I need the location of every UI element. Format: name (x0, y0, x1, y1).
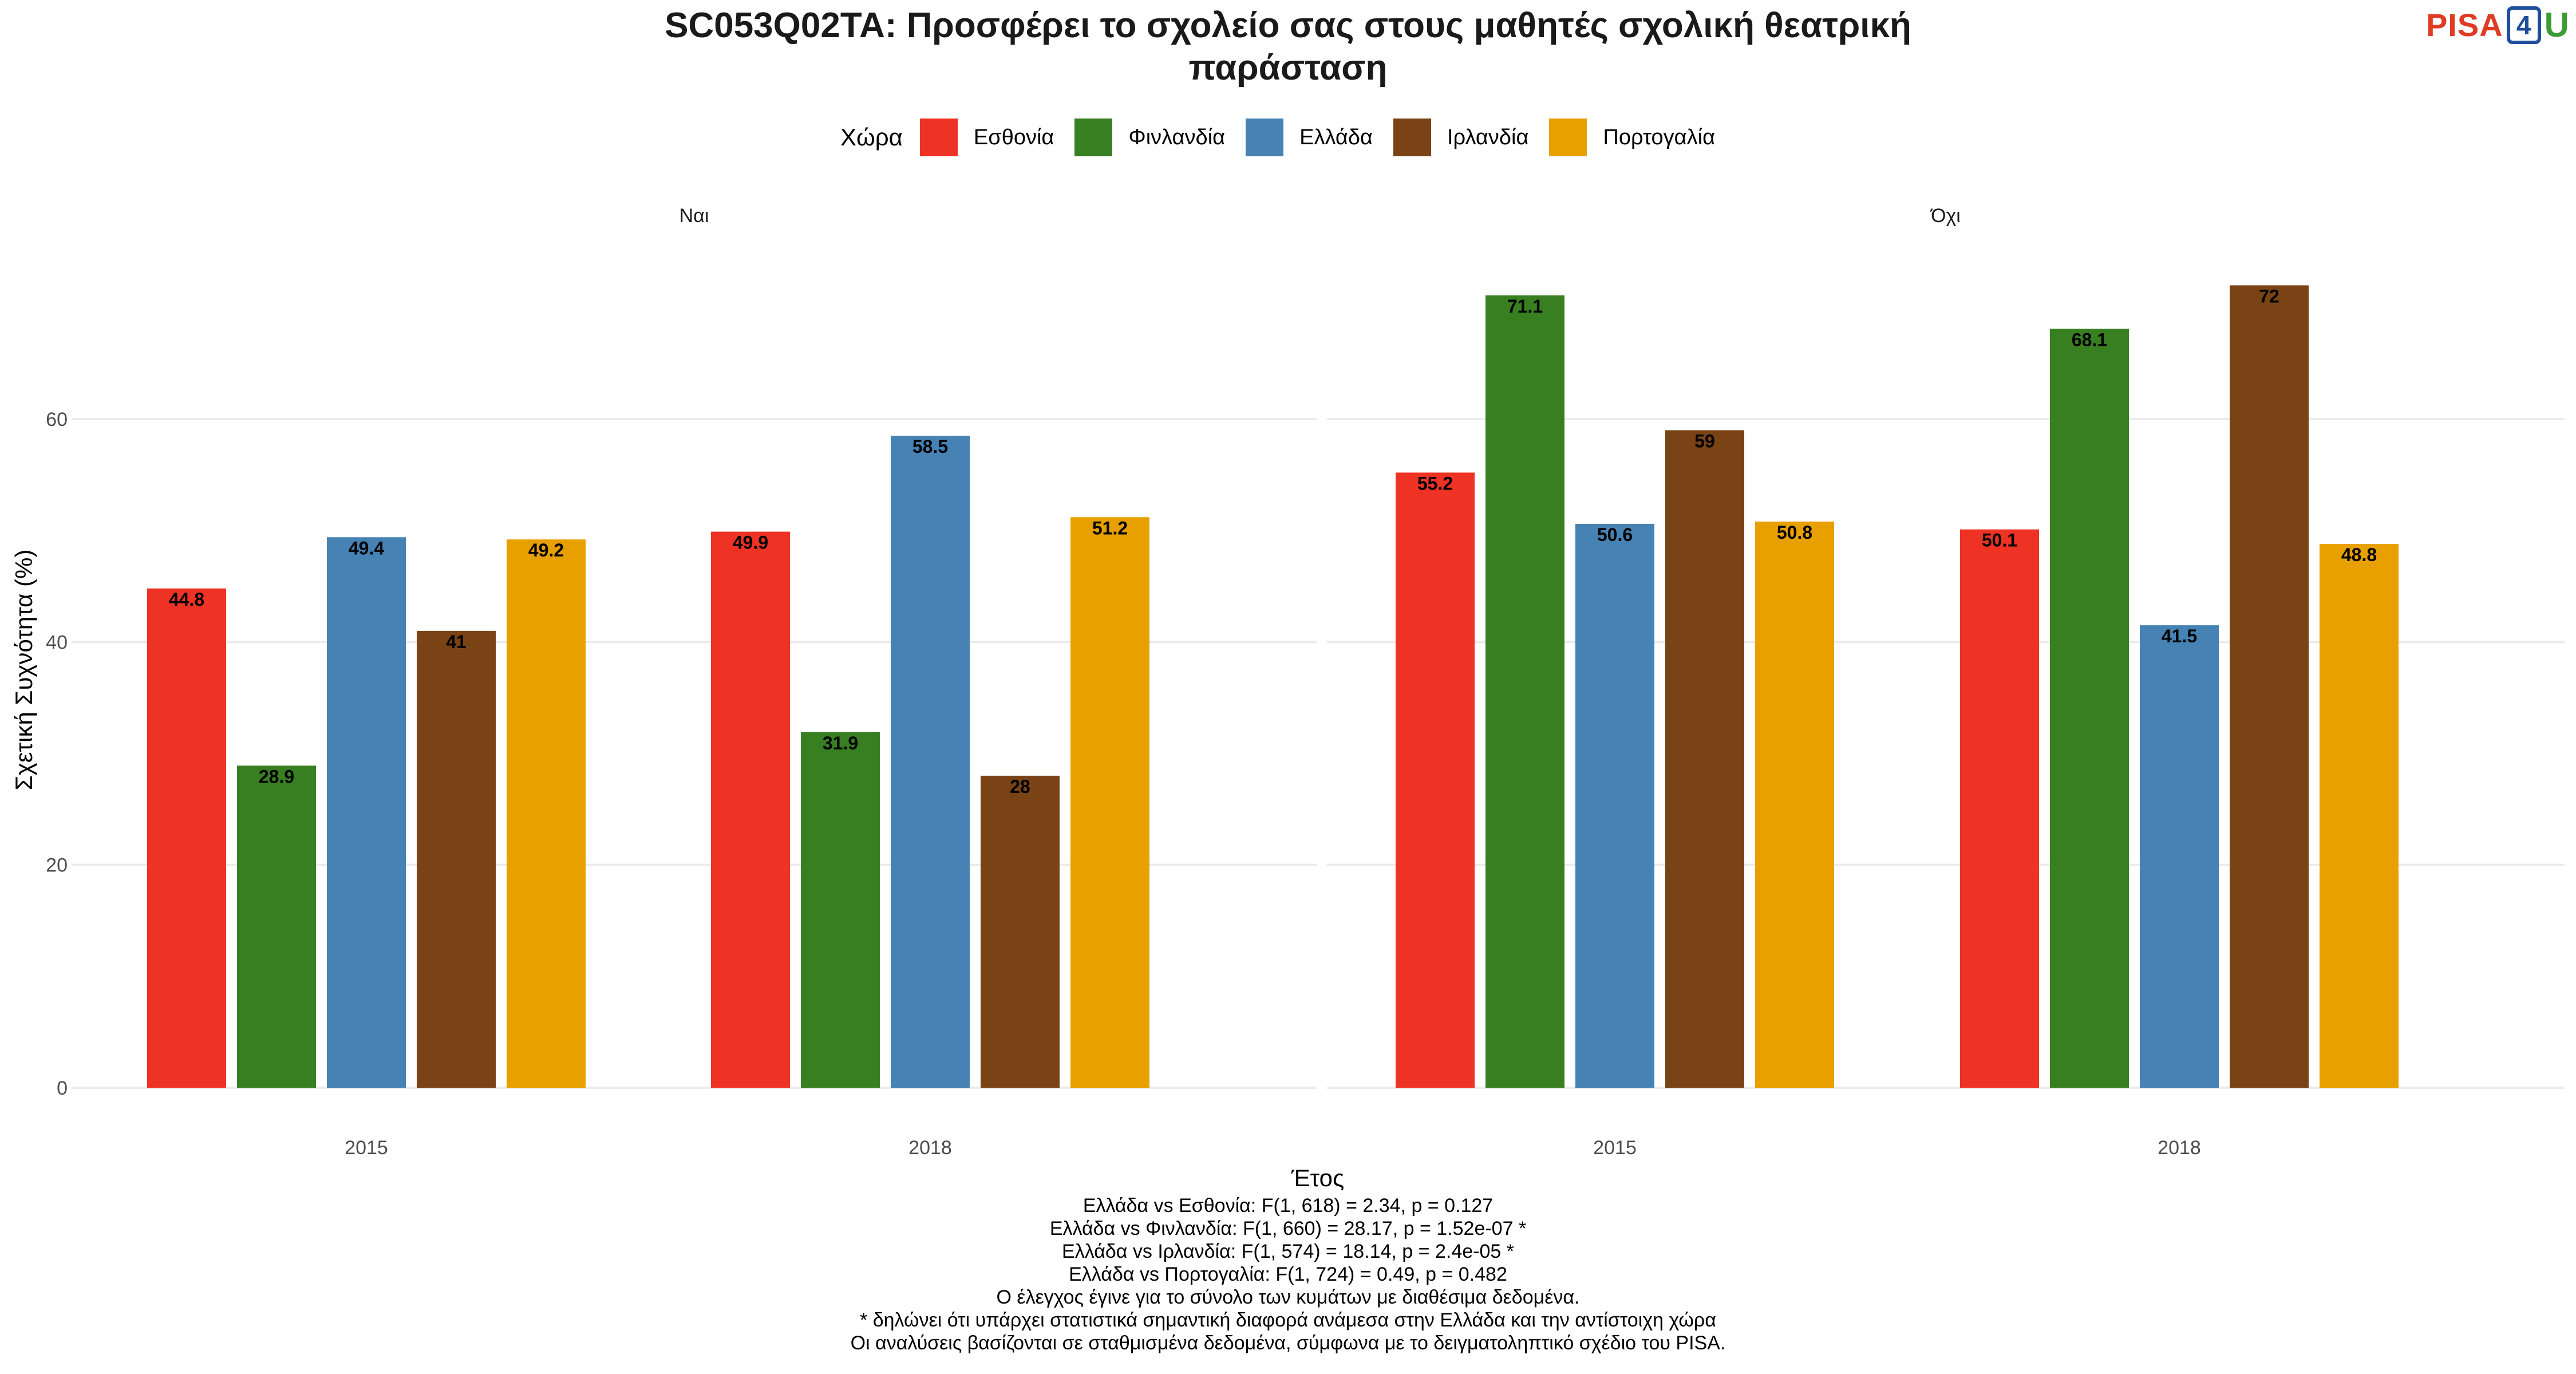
legend-item: Ελλάδα (1246, 119, 1373, 156)
data-label: 49.9 (733, 532, 768, 553)
data-label: 48.8 (2341, 544, 2377, 565)
legend-swatch (1074, 119, 1113, 156)
data-label: 50.1 (1982, 530, 2017, 551)
data-label: 28 (1010, 776, 1030, 797)
bar (417, 630, 496, 1088)
data-label: 55.2 (1417, 473, 1453, 493)
x-tick-label: 2018 (908, 1137, 952, 1159)
legend-item: Εσθονία (919, 119, 1054, 156)
logo-text: PISA (2425, 7, 2503, 43)
data-label: 44.8 (169, 589, 204, 610)
bar (1960, 529, 2039, 1088)
legend-swatch (1549, 119, 1587, 156)
bar (711, 531, 790, 1088)
legend-item: Πορτογαλία (1549, 119, 1715, 156)
legend-swatch (919, 119, 958, 156)
pisa4u-logo: PISA 4 U (2426, 2, 2569, 48)
y-tick-label: 20 (46, 855, 68, 876)
data-label: 41 (446, 631, 467, 652)
bar (1485, 295, 1564, 1088)
bar (327, 537, 406, 1088)
bar (2140, 625, 2219, 1088)
legend-swatch (1393, 119, 1431, 156)
chart-title-line-2: παράσταση (1188, 48, 1388, 88)
x-tick-label: 2015 (345, 1137, 388, 1159)
facet-label: Όχι (1930, 205, 1961, 227)
data-label: 49.2 (528, 540, 564, 560)
chart-title-line-1: SC053Q02TA: Προσφέρει το σχολείο σας στο… (665, 6, 1911, 45)
legend-label: Φινλανδία (1128, 125, 1226, 149)
y-axis-label: Σχετική Συχνότητα (%) (10, 550, 37, 791)
legend-title: Χώρα (840, 124, 903, 151)
legend: Χώρα Εσθονία Φινλανδία Ελλάδα Ιρλανδία Πορτο… (0, 116, 2576, 159)
data-label: 51.2 (1092, 518, 1128, 538)
data-label: 71.1 (1507, 296, 1543, 317)
legend-swatch (1246, 119, 1284, 156)
bar (891, 436, 970, 1088)
y-tick-label: 60 (46, 409, 68, 431)
bar (237, 765, 316, 1088)
data-label: 41.5 (2162, 626, 2197, 646)
bar (1396, 472, 1475, 1088)
chart-title: SC053Q02TA: Προσφέρει το σχολείο σας στο… (0, 5, 2576, 89)
footer-note: Οι αναλύσεις βασίζονται σε σταθμισμένα δ… (850, 1332, 1726, 1354)
bar (147, 588, 226, 1088)
bar (1575, 523, 1654, 1088)
legend-item: Φινλανδία (1074, 119, 1225, 156)
legend-label: Ελλάδα (1299, 125, 1373, 149)
footer-note: Ελλάδα vs Πορτογαλία: F(1, 724) = 0.49, … (1069, 1264, 1507, 1285)
bar (801, 732, 880, 1088)
legend-label: Εσθονία (973, 125, 1054, 149)
legend-label: Πορτογαλία (1603, 125, 1716, 149)
y-tick-label: 0 (57, 1077, 68, 1099)
data-label: 68.1 (2072, 329, 2107, 350)
data-label: 49.4 (349, 538, 384, 558)
bar (1665, 430, 1744, 1088)
data-label: 59 (1694, 431, 1715, 451)
y-tick-label: 40 (46, 631, 68, 653)
chart-footer-notes: Ελλάδα vs Εσθονία: F(1, 618) = 2.34, p =… (0, 1194, 2576, 1355)
bar (507, 539, 586, 1088)
bar (2230, 285, 2309, 1088)
bar (1755, 522, 1834, 1088)
bar (1070, 517, 1149, 1088)
footer-note: Ελλάδα vs Εσθονία: F(1, 618) = 2.34, p =… (1082, 1195, 1494, 1217)
footer-note: * δηλώνει ότι υπάρχει στατιστικά σημαντι… (860, 1309, 1716, 1331)
footer-note: Ελλάδα vs Φινλανδία: F(1, 660) = 28.17, … (1049, 1218, 1527, 1239)
x-tick-label: 2018 (2158, 1137, 2201, 1159)
legend-label: Ιρλανδία (1447, 125, 1529, 149)
bar (2320, 544, 2399, 1088)
bar (981, 775, 1060, 1088)
data-label: 50.6 (1597, 524, 1633, 545)
data-label: 31.9 (823, 733, 858, 753)
x-axis-label: Έτος (1291, 1164, 1345, 1191)
data-label: 28.9 (259, 766, 294, 787)
data-label: 58.5 (912, 436, 948, 457)
data-label: 72 (2259, 286, 2279, 306)
data-label: 50.8 (1777, 522, 1812, 543)
footer-note: Ο έλεγχος έγινε για το σύνολο των κυμάτω… (996, 1286, 1580, 1308)
footer-note: Ελλάδα vs Ιρλανδία: F(1, 574) = 18.14, p… (1062, 1241, 1514, 1262)
logo-letter: U (2544, 6, 2569, 44)
bar (2050, 329, 2129, 1088)
logo-digit: 4 (2506, 6, 2541, 44)
facet-label: Ναι (679, 205, 709, 227)
legend-item: Ιρλανδία (1393, 119, 1528, 156)
x-tick-label: 2015 (1593, 1137, 1637, 1159)
